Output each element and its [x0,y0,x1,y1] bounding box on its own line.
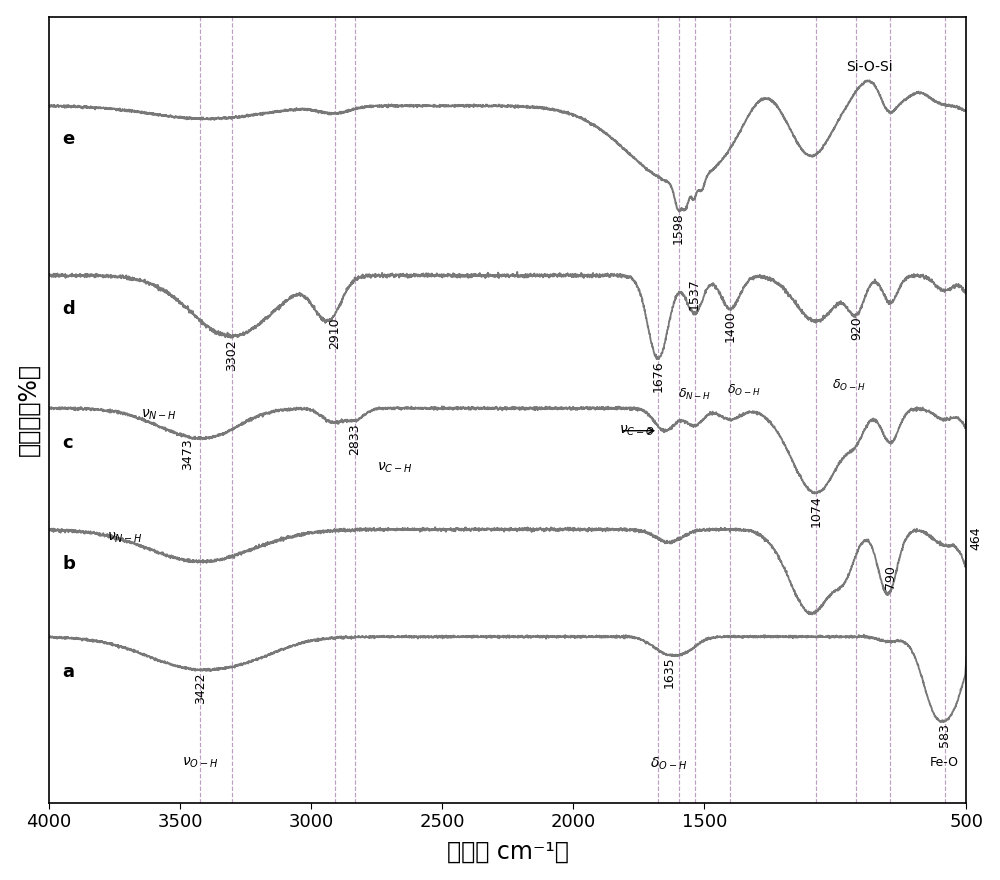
Text: 1400: 1400 [724,310,737,341]
Text: $\nu_{N-H}$: $\nu_{N-H}$ [107,531,143,545]
Text: 1537: 1537 [688,278,701,310]
Text: 1074: 1074 [809,495,822,527]
Text: 1598: 1598 [672,212,685,244]
Text: 464: 464 [969,526,982,550]
Text: e: e [62,130,74,148]
Text: 583: 583 [938,723,951,747]
Text: $\nu_{O-H}$: $\nu_{O-H}$ [182,756,219,770]
X-axis label: 波长（ cm⁻¹）: 波长（ cm⁻¹） [447,840,569,863]
Text: $\nu_{C-H}$: $\nu_{C-H}$ [377,460,413,474]
Text: $\delta_{O-H}$: $\delta_{O-H}$ [832,378,865,393]
Text: 3473: 3473 [181,438,194,470]
Text: b: b [62,555,75,573]
Text: a: a [62,663,74,680]
Y-axis label: 透射比（%）: 透射比（%） [17,363,41,456]
Text: 790: 790 [884,565,897,589]
Text: Si-O-Si: Si-O-Si [846,60,893,74]
Text: c: c [62,434,73,452]
Text: 3302: 3302 [225,339,238,370]
Text: 2910: 2910 [328,318,341,349]
Text: $\delta_{N-H}$: $\delta_{N-H}$ [678,387,711,402]
Text: d: d [62,300,75,318]
Text: 1676: 1676 [652,361,665,392]
Text: $\delta_{O-H}$: $\delta_{O-H}$ [650,756,687,772]
Text: $\nu_{C=O}$: $\nu_{C=O}$ [619,423,655,438]
Text: Fe-O: Fe-O [930,756,959,768]
Text: 2833: 2833 [348,423,361,455]
Text: 3422: 3422 [194,672,207,704]
Text: 1635: 1635 [662,656,675,688]
Text: 920: 920 [850,316,863,340]
Text: $\delta_{O-H}$: $\delta_{O-H}$ [727,383,760,398]
Text: $\nu_{N-H}$: $\nu_{N-H}$ [141,407,177,422]
